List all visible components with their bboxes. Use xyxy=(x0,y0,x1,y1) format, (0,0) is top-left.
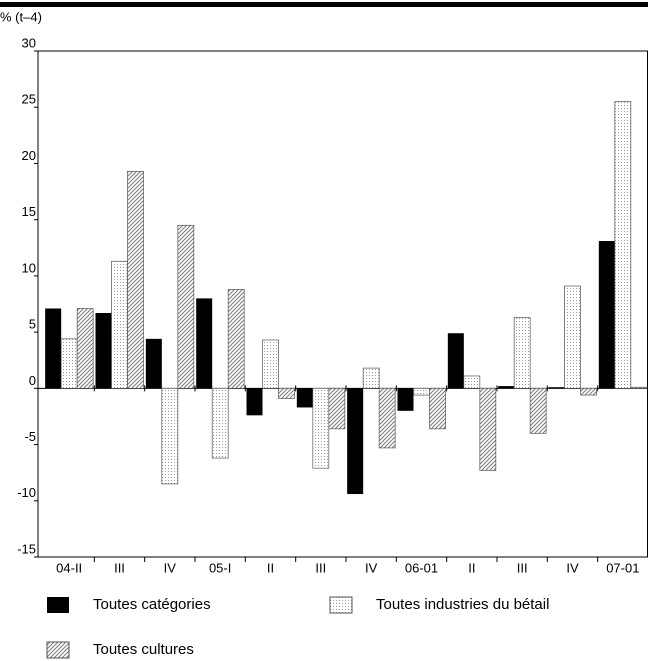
bar xyxy=(447,333,464,389)
bar xyxy=(262,339,279,389)
y-tick-label: 30 xyxy=(22,35,36,50)
bar xyxy=(227,289,245,389)
x-tick-label: II xyxy=(267,560,274,575)
bar xyxy=(378,387,396,449)
bar xyxy=(127,170,144,389)
x-tick-label: IV xyxy=(365,560,378,575)
bar xyxy=(564,285,581,389)
legend-text: Toutes catégories xyxy=(93,596,211,613)
bar xyxy=(630,386,648,389)
x-tick-label: III xyxy=(114,560,125,575)
x-tick-label: III xyxy=(315,560,326,575)
y-tick-label: -15 xyxy=(17,541,36,556)
x-tick-label: 04-II xyxy=(56,560,82,575)
bar xyxy=(498,386,515,389)
bar xyxy=(95,312,112,389)
bar xyxy=(45,308,62,389)
bar xyxy=(429,387,446,430)
bar xyxy=(598,241,615,389)
y-axis-label: % (t–4) xyxy=(0,9,42,24)
legend-swatch xyxy=(329,596,353,614)
y-tick-label: 0 xyxy=(29,373,36,388)
y-tick-label: -10 xyxy=(17,485,36,500)
y-tick-label: -5 xyxy=(24,429,36,444)
x-tick-label: III xyxy=(517,560,528,575)
bar xyxy=(211,387,229,459)
bar xyxy=(513,317,531,389)
bar xyxy=(161,387,179,485)
legend-swatch xyxy=(47,597,69,613)
top-rule xyxy=(0,2,648,7)
bar xyxy=(111,260,128,389)
x-tick-label: II xyxy=(468,560,475,575)
legend-swatch xyxy=(46,641,70,659)
x-tick-label: 06-01 xyxy=(405,560,438,575)
y-tick-label: 20 xyxy=(22,148,36,163)
bar xyxy=(614,101,632,389)
bar xyxy=(529,387,547,434)
x-tick-label: 07-01 xyxy=(606,560,639,575)
bar xyxy=(580,387,597,396)
x-tick-label: IV xyxy=(164,560,177,575)
bar xyxy=(296,388,313,408)
bar xyxy=(328,387,346,430)
bar xyxy=(479,387,497,471)
y-tick-label: 10 xyxy=(22,260,36,275)
x-tick-label: 05-I xyxy=(209,560,231,575)
bar xyxy=(246,388,263,416)
bar xyxy=(278,387,295,399)
bar xyxy=(312,387,330,469)
bar xyxy=(145,338,162,389)
y-tick-label: 15 xyxy=(22,204,36,219)
bar xyxy=(76,308,94,389)
bar xyxy=(362,367,380,389)
y-tick-label: 5 xyxy=(29,317,36,332)
bar xyxy=(347,388,364,495)
legend-text: Toutes industries du bétail xyxy=(376,596,549,613)
bar xyxy=(413,387,430,396)
bar xyxy=(548,387,565,389)
x-tick-label: IV xyxy=(566,560,579,575)
bar xyxy=(60,338,78,389)
legend-text: Toutes cultures xyxy=(93,641,194,658)
bar xyxy=(463,375,481,389)
bar xyxy=(196,298,213,389)
bar xyxy=(397,388,414,411)
bar xyxy=(177,224,195,389)
y-tick-label: 25 xyxy=(22,92,36,107)
